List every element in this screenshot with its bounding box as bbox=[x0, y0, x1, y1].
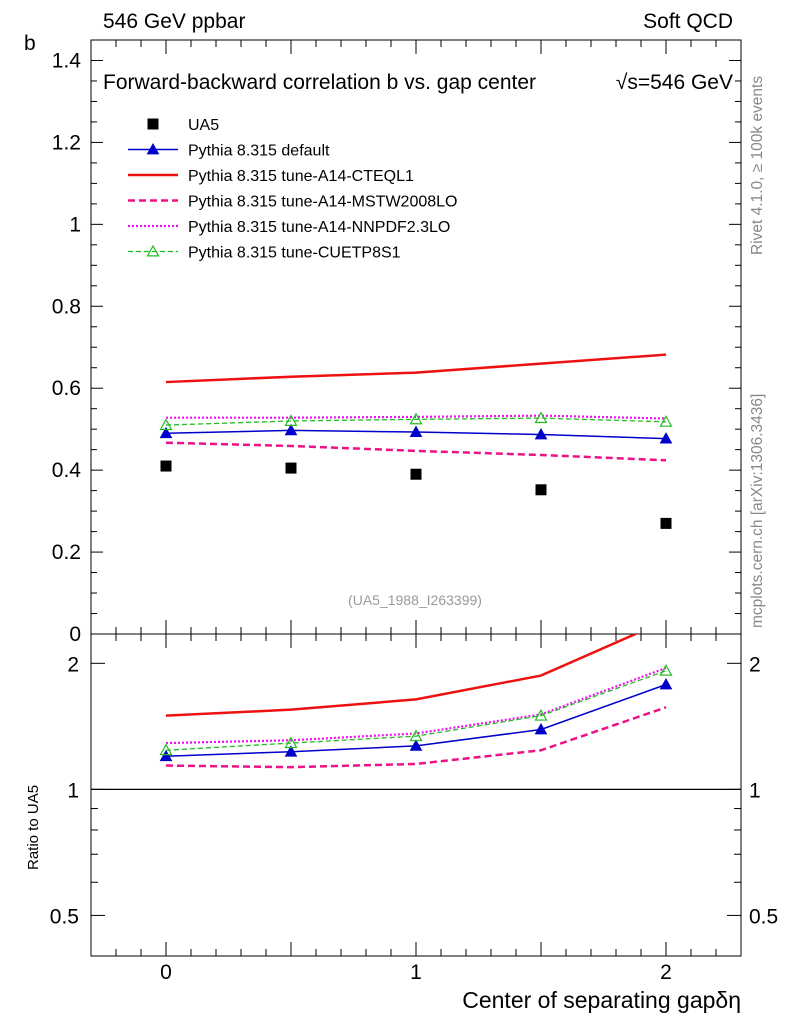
series-point-cuetp8s1 bbox=[534, 411, 548, 424]
main-series bbox=[159, 353, 673, 529]
legend-marker-default bbox=[146, 142, 160, 155]
ratio-point-cuetp8s1 bbox=[409, 729, 423, 742]
ratio-y-tick-label-right: 1 bbox=[749, 779, 761, 802]
ratio-point-default bbox=[409, 739, 423, 751]
legend-label: Pythia 8.315 tune-A14-CTEQL1 bbox=[188, 168, 414, 185]
ratio-panel: 0.5 0.5 1 1 2 2 0 1 2 Ratio to UA5 Center of sep… bbox=[25, 633, 778, 1013]
series-point-default bbox=[159, 426, 173, 439]
x-tick-label: 0 bbox=[160, 961, 172, 984]
chart-title: Forward-backward correlation b vs. gap c… bbox=[103, 71, 536, 94]
legend-marker-cuetp8s1 bbox=[146, 244, 160, 257]
main-y-tick-label: 1.4 bbox=[52, 49, 82, 72]
series-line-a14mstw bbox=[165, 441, 667, 462]
series-point-default bbox=[409, 425, 423, 437]
ratio-panel-frame bbox=[90, 633, 742, 957]
header-left: 546 GeV ppbar bbox=[103, 10, 245, 33]
series-point-cuetp8s1 bbox=[284, 414, 298, 426]
legend-label: Pythia 8.315 tune-A14-MSTW2008LO bbox=[188, 194, 457, 211]
ratio-series bbox=[159, 634, 673, 769]
chart-title-energy: √s=546 GeV bbox=[616, 71, 733, 94]
ua5-data-point bbox=[285, 462, 297, 474]
ratio-line-a14nnpdf bbox=[165, 666, 667, 745]
watermark: (UA5_1988_I263399) bbox=[348, 592, 482, 608]
series-line-a14nnpdf bbox=[166, 414, 667, 420]
legend: UA5 Pythia 8.315 default Pythia 8.315 tune… bbox=[128, 117, 457, 262]
ratio-point-default bbox=[284, 745, 298, 757]
ratio-axes: 0.5 0.5 1 1 2 2 0 1 2 bbox=[50, 634, 778, 984]
ratio-y-tick-label: 2 bbox=[67, 653, 79, 676]
ratio-point-cuetp8s1 bbox=[159, 743, 173, 756]
series-point-default bbox=[659, 432, 673, 444]
main-y-tick-label: 1.2 bbox=[52, 131, 81, 154]
ratio-point-default bbox=[659, 677, 673, 690]
x-tick-label: 1 bbox=[410, 961, 422, 984]
main-y-tick-label: 0 bbox=[69, 623, 81, 646]
ratio-line-cuetp8s1 bbox=[165, 670, 667, 751]
series-point-cuetp8s1 bbox=[409, 412, 423, 425]
series-line-cuetp8s1 bbox=[165, 417, 667, 426]
legend-label: Pythia 8.315 tune-CUETP8S1 bbox=[188, 245, 401, 262]
ua5-data-point bbox=[160, 460, 172, 472]
side-text-lower: mcplots.cern.ch [arXiv:1306.3436] bbox=[749, 394, 766, 628]
series-point-cuetp8s1 bbox=[659, 415, 673, 427]
main-y-axis-label: b bbox=[24, 32, 36, 55]
header-right: Soft QCD bbox=[643, 10, 733, 33]
series-line-a14cteql1 bbox=[165, 353, 667, 384]
ratio-point-cuetp8s1 bbox=[534, 708, 548, 721]
series-point-cuetp8s1 bbox=[159, 418, 173, 431]
main-y-tick-label: 0.6 bbox=[52, 377, 81, 400]
ratio-point-default bbox=[534, 722, 548, 735]
ratio-y-tick-label: 1 bbox=[67, 779, 79, 802]
series-point-default bbox=[534, 427, 548, 440]
ratio-y-tick-label: 0.5 bbox=[50, 905, 79, 928]
ua5-data-point bbox=[535, 484, 547, 496]
main-panel: 0 0.2 0.4 0.6 0.8 1 1.2 1.4 b Forward-backward … bbox=[24, 32, 742, 646]
ratio-line-a14mstw bbox=[165, 706, 667, 769]
ua5-data-point bbox=[410, 468, 422, 480]
ratio-y-axis-label: Ratio to UA5 bbox=[25, 785, 42, 870]
legend-label: UA5 bbox=[188, 117, 219, 134]
legend-label: Pythia 8.315 tune-A14-NNPDF2.3LO bbox=[188, 219, 450, 236]
main-y-tick-label: 1 bbox=[69, 213, 81, 236]
series-point-default bbox=[284, 423, 298, 436]
legend-marker-ua5 bbox=[147, 118, 159, 130]
ratio-point-default bbox=[159, 749, 173, 762]
ratio-line-a14cteql1 bbox=[165, 634, 639, 717]
main-axes: 0 0.2 0.4 0.6 0.8 1 1.2 1.4 bbox=[52, 40, 741, 646]
ua5-data-point bbox=[660, 517, 672, 529]
main-y-tick-label: 0.2 bbox=[52, 541, 81, 564]
ratio-y-tick-label-right: 0.5 bbox=[749, 905, 778, 928]
legend-label: Pythia 8.315 default bbox=[188, 143, 330, 160]
ratio-y-tick-label-right: 2 bbox=[749, 653, 761, 676]
x-axis-label: Center of separating gapδη bbox=[462, 987, 741, 1013]
x-tick-label: 2 bbox=[660, 961, 672, 984]
main-y-tick-label: 0.4 bbox=[52, 459, 82, 482]
main-y-tick-label: 0.8 bbox=[52, 295, 81, 318]
side-text-upper: Rivet 4.1.0, ≥ 100k events bbox=[749, 76, 766, 255]
ratio-point-cuetp8s1 bbox=[659, 664, 673, 676]
ratio-point-cuetp8s1 bbox=[284, 736, 298, 749]
